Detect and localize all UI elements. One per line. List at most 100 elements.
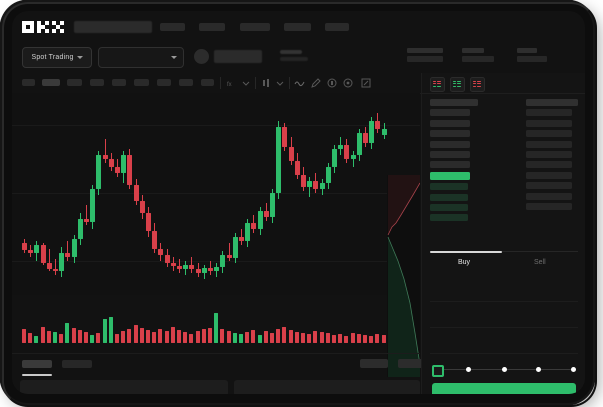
timeframe-5[interactable] [134, 79, 149, 86]
spot-trading-label: Spot Trading [31, 54, 74, 61]
timeframe-7[interactable] [179, 79, 193, 86]
trade-row[interactable] [526, 192, 572, 200]
order-form-field-3[interactable] [430, 353, 578, 354]
order-form-tabs: Buy Sell [430, 251, 578, 273]
volume-bar [164, 331, 169, 343]
trade-row[interactable] [526, 130, 572, 138]
bottom-action-2[interactable] [398, 359, 426, 368]
slider-stop-25[interactable] [466, 366, 471, 372]
trade-row[interactable] [526, 171, 572, 179]
volume-bar [146, 330, 150, 343]
submit-buy-button[interactable] [432, 383, 576, 394]
order-form-field-1[interactable] [430, 301, 578, 302]
order-form-field-2[interactable] [430, 327, 578, 328]
top-navigation-bar [12, 11, 585, 42]
volume-bar [344, 336, 349, 343]
volume-bar [40, 327, 45, 343]
indicator-icon[interactable]: fx [226, 77, 238, 89]
trade-row[interactable] [526, 140, 572, 148]
nav-item-3[interactable] [240, 23, 270, 31]
market-stat-2-label [462, 48, 484, 53]
volume-bar [115, 334, 119, 343]
chart-gridline-1 [12, 125, 420, 126]
spot-trading-dropdown[interactable]: Spot Trading [22, 47, 92, 68]
tab-buy[interactable]: Buy [458, 259, 471, 266]
trade-row[interactable] [526, 182, 572, 190]
timeframe-1[interactable] [42, 79, 60, 86]
chevron-down-icon-indicator[interactable] [240, 77, 252, 89]
timeframe-6[interactable] [157, 79, 171, 86]
trade-row[interactable] [526, 202, 572, 210]
nav-item-2[interactable] [199, 23, 225, 31]
timeframe-0[interactable] [22, 79, 35, 86]
orderbook-ask-row[interactable] [430, 140, 470, 148]
orderbook-mode-bids[interactable] [450, 77, 465, 92]
settings-icon[interactable] [342, 77, 354, 89]
volume-bar [282, 327, 287, 343]
timeframe-3[interactable] [90, 79, 104, 86]
orderbook-bid-row[interactable] [430, 203, 468, 211]
toolbar-divider-2 [255, 77, 256, 89]
volume-bar [152, 332, 157, 343]
bottom-tab-0[interactable] [22, 360, 52, 368]
tab-sell[interactable]: Sell [534, 259, 546, 266]
volume-bar [276, 329, 281, 343]
order-form-active-underline [430, 251, 502, 253]
nav-item-4[interactable] [284, 23, 311, 31]
volume-bar [65, 323, 70, 343]
volume-bar [257, 335, 262, 343]
slider-stop-100[interactable] [571, 366, 576, 372]
orderbook-divider [422, 93, 585, 94]
bottom-tab-1[interactable] [62, 360, 92, 368]
volume-bar [239, 334, 243, 343]
orderbook-bid-row[interactable] [430, 183, 468, 191]
slider-handle[interactable] [432, 365, 444, 377]
orderbook-and-order-form: Buy Sell [421, 73, 585, 394]
trade-row[interactable] [526, 161, 572, 169]
orderbook-mode-asks[interactable] [470, 77, 485, 92]
orderbook-left-column[interactable] [430, 99, 478, 225]
nav-item-1[interactable] [160, 23, 185, 31]
slider-stop-50[interactable] [502, 366, 507, 372]
global-search-input[interactable] [74, 21, 152, 33]
volume-bar [133, 325, 138, 343]
trade-row[interactable] [526, 119, 572, 127]
pair-name-placeholder [214, 50, 262, 63]
chart-type-icon[interactable] [260, 77, 272, 89]
chevron-down-icon-charttype[interactable] [274, 77, 286, 89]
volume-bar [121, 331, 126, 343]
orderbook-ask-row[interactable] [430, 130, 470, 138]
magnet-icon[interactable] [326, 77, 338, 89]
timeframe-4[interactable] [112, 79, 126, 86]
market-stat-2-value [462, 56, 494, 62]
orderbook-ask-row[interactable] [430, 150, 470, 158]
volume-bar [294, 332, 299, 343]
okx-logo-icon[interactable] [22, 21, 64, 33]
fullscreen-icon[interactable] [360, 77, 372, 89]
volume-bar [301, 333, 305, 343]
timeframe-8[interactable] [201, 79, 214, 86]
nav-item-5[interactable] [325, 23, 349, 31]
bottom-action-1[interactable] [360, 359, 388, 368]
orderbook-right-column[interactable] [526, 99, 578, 213]
orderbook-bid-row[interactable] [430, 214, 468, 222]
trading-pair-selector[interactable] [98, 47, 184, 68]
orderbook-ask-row[interactable] [430, 161, 470, 169]
trade-row[interactable] [526, 150, 572, 158]
timeframe-2[interactable] [67, 79, 82, 86]
price-chart[interactable] [12, 93, 420, 377]
orderbook-ask-row[interactable] [430, 109, 470, 117]
pencil-icon[interactable] [310, 77, 322, 89]
orderbook-mode-both[interactable] [430, 77, 445, 92]
volume-bar [90, 335, 95, 343]
volume-bar [170, 327, 175, 343]
order-amount-slider[interactable] [432, 365, 576, 377]
line-tool-icon[interactable] [294, 77, 306, 89]
volume-bar [34, 336, 39, 343]
slider-stop-75[interactable] [536, 366, 541, 372]
volume-bar [28, 333, 33, 343]
volume-bar [102, 319, 107, 343]
orderbook-ask-row[interactable] [430, 119, 470, 127]
trade-row[interactable] [526, 109, 572, 117]
orderbook-bid-row[interactable] [430, 193, 468, 201]
